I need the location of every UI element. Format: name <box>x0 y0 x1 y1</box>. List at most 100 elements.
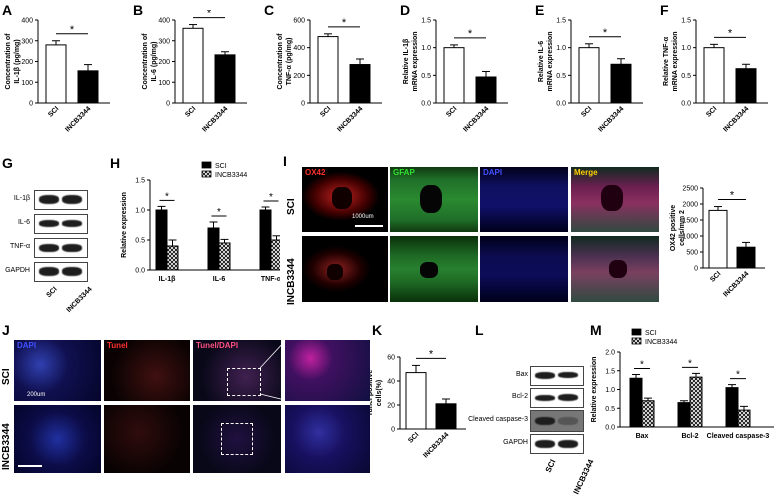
band <box>535 417 555 425</box>
band <box>39 195 59 204</box>
panel-letter-b: B <box>133 2 144 18</box>
panel-letter-l: L <box>475 322 484 338</box>
y-tick-label: 1.0 <box>605 387 615 394</box>
y-tick-label: 200 <box>293 73 305 80</box>
micro-merge-incb <box>193 405 281 473</box>
y-tick-label: 100 <box>21 80 33 87</box>
y-axis-label: Concentration of IL-6 (pg/mg) <box>142 33 158 90</box>
y-axis-label: Concentration of TNF-α (pg/mg) <box>277 33 293 90</box>
blot-label: IL-6 <box>17 219 30 226</box>
y-tick-label: 1.5 <box>605 368 615 375</box>
chart-i: 0 500 1000 1500 2000 2500 OX42 positive cells/m… <box>670 186 765 299</box>
y-tick-label: 1.5 <box>681 18 691 25</box>
band <box>39 267 59 276</box>
panel-letter-m: M <box>590 322 602 338</box>
y-tick-label: 60 <box>387 355 395 362</box>
y-tick-label: 0.5 <box>556 73 566 80</box>
y-axis-label-line: IL-1β (pg/mg) <box>14 39 21 83</box>
western-blot-l: Bax Bcl-2 Cleaved caspase-3 GAPDH SCI IN… <box>468 366 596 496</box>
micro-tunel-sci: Tunel <box>104 340 190 401</box>
y-tick-label: 2.0 <box>605 350 615 357</box>
y-axis-label: Tunel positive cells(%) <box>370 370 383 417</box>
blot-label: Bax <box>515 371 528 378</box>
y-axis-label: Relative expression <box>121 192 128 258</box>
y-axis-label-line: Concentration of <box>277 33 284 90</box>
significance-star: * <box>640 360 644 371</box>
y-tick-label: 0.5 <box>605 406 615 413</box>
significance-star: * <box>165 191 169 202</box>
lesion <box>420 262 438 278</box>
western-blot-g: IL-1β IL-6 TNF-α GAPDH SCI INCB3344 <box>5 190 104 314</box>
micro-merge-sci: Merge <box>571 167 659 232</box>
significance-star: * <box>70 24 75 36</box>
channel-label: DAPI <box>483 168 503 177</box>
y-tick-label: 1.0 <box>421 45 431 52</box>
y-tick-label: 100 <box>158 80 170 87</box>
y-tick-label: 1.0 <box>681 45 691 52</box>
significance-star: * <box>342 17 347 29</box>
panel-letter-c: C <box>264 2 275 18</box>
scalebar-label: 200um <box>27 392 46 398</box>
y-tick-label: 20 <box>387 403 395 410</box>
y-tick-label: 1.0 <box>135 208 145 215</box>
y-axis-label-line: cells(%) <box>376 380 383 406</box>
y-tick-label: 500 <box>686 250 698 257</box>
y-tick-label: 1.0 <box>556 45 566 52</box>
blot-row <box>34 262 88 282</box>
channel-label: OX42 <box>305 168 326 177</box>
micro-gfap-incb <box>390 236 478 302</box>
micro-dapi-incb <box>14 405 101 473</box>
significance-star: * <box>429 348 434 360</box>
micro-dapi-sci: DAPI <box>480 167 568 232</box>
panel-letter-i: I <box>283 153 287 169</box>
significance-star: * <box>468 28 473 40</box>
y-axis-label-line: Tunel positive <box>370 370 374 417</box>
blot-label: Cleaved caspase-3 <box>468 416 528 423</box>
panel-letter-h: H <box>110 155 121 171</box>
y-tick-label: 0 <box>694 266 698 273</box>
y-tick-label: 1.5 <box>421 18 431 25</box>
y-tick-label: 1500 <box>682 218 698 225</box>
legend-label: SCI <box>645 330 657 337</box>
y-tick-label: 400 <box>158 18 170 25</box>
micro-zoom-incb <box>285 405 370 473</box>
chart-m: 0.0 0.5 1.0 1.5 2.0 Relative expression Bax Bcl… <box>591 328 774 440</box>
blot-label: Bcl-2 <box>512 393 528 400</box>
significance-star: * <box>269 192 273 203</box>
blot-label: GAPDH <box>5 267 30 274</box>
significance-star: * <box>728 27 733 39</box>
y-axis-label-line: Relative TNF-α <box>663 36 670 86</box>
y-tick-label: 200 <box>158 59 170 66</box>
lesion <box>601 185 623 211</box>
band <box>62 195 82 204</box>
panel-letter-f: F <box>660 2 669 18</box>
band <box>535 440 555 448</box>
y-tick-label: 0 <box>391 427 395 434</box>
x-tick-label: Bax <box>636 433 649 440</box>
significance-star: * <box>207 10 212 20</box>
y-tick-label: 0 <box>166 101 170 108</box>
legend-swatch <box>631 337 642 345</box>
zoom-connectors <box>0 0 782 478</box>
significance-star: * <box>688 358 692 369</box>
y-tick-label: 600 <box>293 18 305 25</box>
significance-star: * <box>730 190 735 202</box>
lesion <box>609 260 627 278</box>
band <box>39 220 59 227</box>
micro-merge-sci: Tunel/DAPI <box>193 340 281 401</box>
blot-row <box>34 214 88 234</box>
band <box>62 244 82 252</box>
blot-row <box>530 388 584 408</box>
y-tick-label: 0.0 <box>556 101 566 108</box>
y-axis-label-line: mRNA expression <box>547 31 554 91</box>
micro-zoom-sci <box>285 340 370 401</box>
x-tick-label: IL-6 <box>213 276 226 283</box>
scalebar <box>18 465 42 467</box>
band <box>558 372 578 378</box>
y-tick-label: 2000 <box>682 202 698 209</box>
y-tick-label: 0.0 <box>421 101 431 108</box>
y-axis-label-line: Relative IL-6 <box>538 41 545 82</box>
